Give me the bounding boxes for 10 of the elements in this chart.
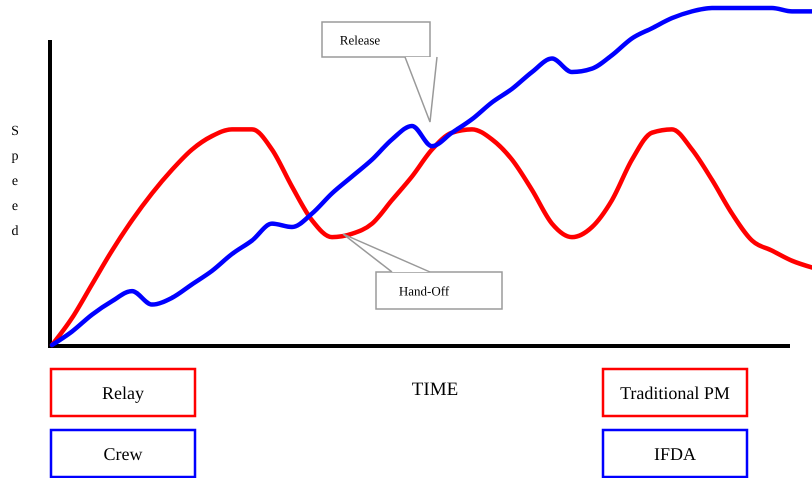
annotation: Release xyxy=(340,32,380,48)
text: IFDA xyxy=(654,444,696,464)
callout-box: Hand-Off xyxy=(342,233,503,310)
text: Crew xyxy=(104,444,142,464)
y-axis-title: Speed xyxy=(11,124,19,239)
callout-box: Release xyxy=(321,21,438,123)
text: Traditional PM xyxy=(620,383,730,403)
annotation: Hand-Off xyxy=(398,284,450,298)
text: Relay xyxy=(102,383,144,403)
x-axis-title: TIME xyxy=(412,379,458,400)
